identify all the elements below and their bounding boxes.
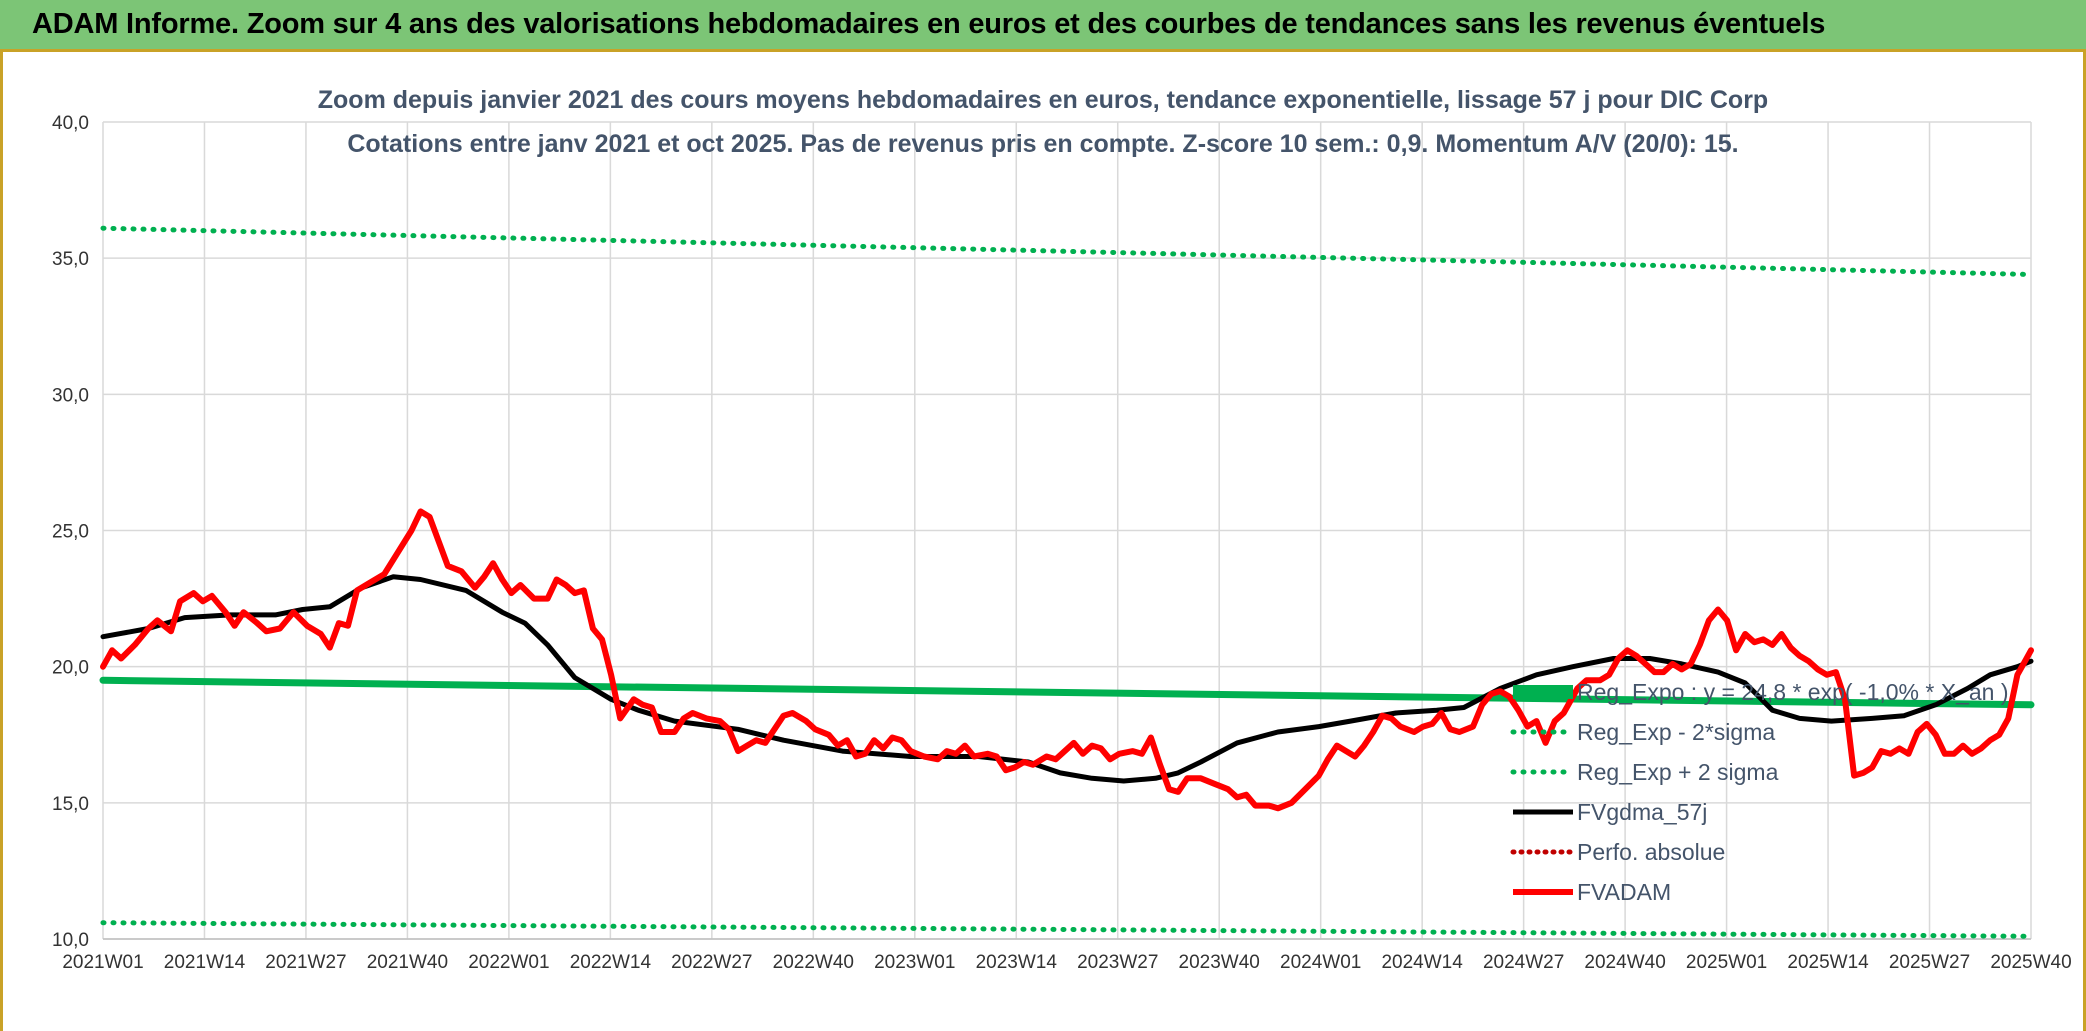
report-title: ADAM Informe. Zoom sur 4 ans des valoris… <box>32 8 1826 40</box>
chart-svg: Zoom depuis janvier 2021 des cours moyen… <box>52 86 2072 973</box>
y-tick-label: 20,0 <box>52 658 89 679</box>
x-tick-label: 2024W14 <box>1381 952 1463 973</box>
y-tick-label: 30,0 <box>52 385 89 406</box>
x-tick-label: 2021W01 <box>62 952 143 973</box>
y-tick-label: 40,0 <box>52 113 89 134</box>
x-tick-label: 2021W27 <box>265 952 346 973</box>
y-tick-label: 35,0 <box>52 249 89 270</box>
x-tick-label: 2024W40 <box>1584 952 1665 973</box>
chart-title-line-2: Cotations entre janv 2021 et oct 2025. P… <box>347 130 1738 158</box>
chart-title: Zoom depuis janvier 2021 des cours moyen… <box>318 86 1768 158</box>
x-tick-label: 2022W14 <box>570 952 652 973</box>
series-layer <box>99 225 2035 939</box>
series-line-reg_minus <box>100 920 2034 939</box>
x-tick-label: 2022W27 <box>671 952 752 973</box>
x-tick-label: 2022W40 <box>773 952 854 973</box>
series-line-reg <box>99 676 2035 709</box>
series-line-fvgdma <box>100 574 2034 784</box>
legend-label-reg_minus: Reg_Exp - 2*sigma <box>1577 719 1775 745</box>
x-tick-label: 2024W01 <box>1280 952 1361 973</box>
x-tick-label: 2025W27 <box>1889 952 1970 973</box>
x-tick-label: 2021W14 <box>164 952 246 973</box>
y-tick-label: 15,0 <box>52 794 89 815</box>
x-tick-label: 2024W27 <box>1483 952 1564 973</box>
x-tick-label: 2023W27 <box>1077 952 1158 973</box>
x-tick-label: 2022W01 <box>468 952 549 973</box>
chart-frame: Zoom depuis janvier 2021 des cours moyen… <box>0 52 2086 1031</box>
x-tick-label: 2025W01 <box>1686 952 1767 973</box>
x-axis: 2021W01 2021W14 2021W27 2021W40 2022W01 2022W… <box>62 952 2071 973</box>
legend-label-reg_plus: Reg_Exp + 2 sigma <box>1577 759 1779 785</box>
chart-grid <box>102 121 2032 940</box>
legend-label-perfo: Perfo. absolue <box>1577 839 1725 865</box>
legend-label-fvadam: FVADAM <box>1577 879 1671 905</box>
legend-label-fvgdma: FVgdma_57j <box>1577 799 1707 825</box>
x-tick-label: 2021W40 <box>367 952 448 973</box>
y-tick-label: 25,0 <box>52 522 89 543</box>
report-banner: ADAM Informe. Zoom sur 4 ans des valoris… <box>0 0 2086 52</box>
chart-title-line-1: Zoom depuis janvier 2021 des cours moyen… <box>318 86 1768 114</box>
y-axis: 10,0 15,0 20,0 25,0 30,0 35,0 40,0 <box>52 113 89 951</box>
legend: Reg_Expo : y = 24,8 * exp( -1,0% * X_an … <box>1510 679 2009 905</box>
x-tick-label: 2023W14 <box>976 952 1058 973</box>
x-tick-label: 2023W01 <box>874 952 955 973</box>
legend-label-reg: Reg_Expo : y = 24,8 * exp( -1,0% * X_an … <box>1577 679 2009 705</box>
series-line-reg_plus <box>100 225 2034 277</box>
x-tick-label: 2025W40 <box>1990 952 2071 973</box>
x-tick-label: 2025W14 <box>1787 952 1869 973</box>
series-line-fvadam <box>100 508 2034 812</box>
x-tick-label: 2023W40 <box>1179 952 1260 973</box>
y-tick-label: 10,0 <box>52 930 89 951</box>
